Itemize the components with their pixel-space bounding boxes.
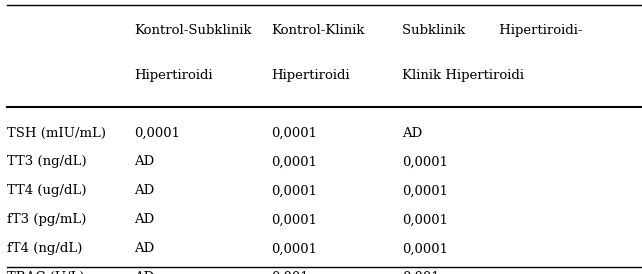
Text: TT3 (ng/dL): TT3 (ng/dL) <box>6 155 86 169</box>
Text: AD: AD <box>134 242 155 255</box>
Text: 0,0001: 0,0001 <box>272 213 317 226</box>
Text: Hipertiroidi: Hipertiroidi <box>134 68 213 82</box>
Text: TT4 (ug/dL): TT4 (ug/dL) <box>6 184 86 198</box>
Text: 0,0001: 0,0001 <box>272 242 317 255</box>
Text: AD: AD <box>134 184 155 198</box>
Text: 0,001: 0,001 <box>272 271 309 274</box>
Text: fT3 (pg/mL): fT3 (pg/mL) <box>6 213 86 226</box>
Text: Kontrol-Subklinik: Kontrol-Subklinik <box>134 24 252 37</box>
Text: Kontrol-Klinik: Kontrol-Klinik <box>272 24 365 37</box>
Text: 0,0001: 0,0001 <box>272 127 317 139</box>
Text: AD: AD <box>134 213 155 226</box>
Text: 0,0001: 0,0001 <box>402 213 448 226</box>
Text: 0,0001: 0,0001 <box>272 155 317 169</box>
Text: 0,0001: 0,0001 <box>272 184 317 198</box>
Text: Subklinik        Hipertiroidi-: Subklinik Hipertiroidi- <box>402 24 582 37</box>
Text: TSH (mIU/mL): TSH (mIU/mL) <box>6 127 106 139</box>
Text: AD: AD <box>134 271 155 274</box>
Text: 0,0001: 0,0001 <box>402 242 448 255</box>
Text: Hipertiroidi: Hipertiroidi <box>272 68 350 82</box>
Text: AD: AD <box>134 155 155 169</box>
Text: AD: AD <box>402 127 422 139</box>
Text: 0,0001: 0,0001 <box>134 127 180 139</box>
Text: Klinik Hipertiroidi: Klinik Hipertiroidi <box>402 68 524 82</box>
Text: 0,0001: 0,0001 <box>402 184 448 198</box>
Text: 0,001: 0,001 <box>402 271 440 274</box>
Text: fT4 (ng/dL): fT4 (ng/dL) <box>6 242 82 255</box>
Text: 0,0001: 0,0001 <box>402 155 448 169</box>
Text: TRAC (U/L): TRAC (U/L) <box>6 271 84 274</box>
